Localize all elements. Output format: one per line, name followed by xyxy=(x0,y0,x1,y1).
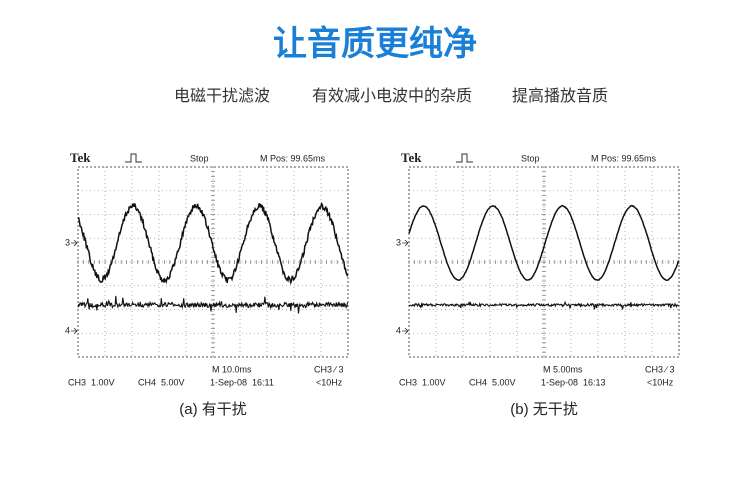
trigger-icon xyxy=(125,153,142,163)
ch4-waveform xyxy=(408,300,679,310)
position: M Pos: 99.65ms xyxy=(591,153,657,163)
ch3-waveform xyxy=(77,201,349,286)
ch3-scale: CH3 1.00V xyxy=(399,377,446,387)
ch3-marker: 3 xyxy=(396,237,401,247)
ch4-waveform xyxy=(77,295,349,314)
caption: (a) 有干扰 xyxy=(179,401,247,418)
subtitle-item: 提高播放音质 xyxy=(512,87,608,105)
ch3-marker: 3 xyxy=(65,237,70,247)
marker-arrow xyxy=(402,327,409,335)
brand: Tek xyxy=(401,150,422,165)
title: 让音质更纯净 xyxy=(273,25,477,63)
ch4-scale: CH4 5.00V xyxy=(469,377,516,387)
position: M Pos: 99.65ms xyxy=(260,153,326,163)
brand: Tek xyxy=(70,150,91,165)
trigger: CH3 ∕ 3 xyxy=(645,364,675,374)
ch3-scale: CH3 1.00V xyxy=(68,377,115,387)
status: Stop xyxy=(190,153,209,163)
marker-arrow xyxy=(402,239,409,247)
timestamp: 1-Sep-08 16:11 xyxy=(210,377,274,387)
frequency: <10Hz xyxy=(316,377,343,387)
frequency: <10Hz xyxy=(647,377,674,387)
timebase: M 5.00ms xyxy=(543,364,583,374)
trigger-icon xyxy=(456,153,473,163)
ch4-marker: 4 xyxy=(396,325,401,335)
ch4-scale: CH4 5.00V xyxy=(138,377,185,387)
trigger: CH3 ∕ 3 xyxy=(314,364,344,374)
marker-arrow xyxy=(71,327,78,335)
ch3-waveform xyxy=(408,204,680,282)
subtitle-item: 电磁干扰滤波 xyxy=(174,87,270,105)
caption: (b) 无干扰 xyxy=(510,401,578,418)
subtitle-item: 有效减小电波中的杂质 xyxy=(312,87,472,105)
timebase: M 10.0ms xyxy=(212,364,252,374)
status: Stop xyxy=(521,153,540,163)
timestamp: 1-Sep-08 16:13 xyxy=(541,377,606,387)
ch4-marker: 4 xyxy=(65,325,70,335)
marker-arrow xyxy=(71,239,78,247)
